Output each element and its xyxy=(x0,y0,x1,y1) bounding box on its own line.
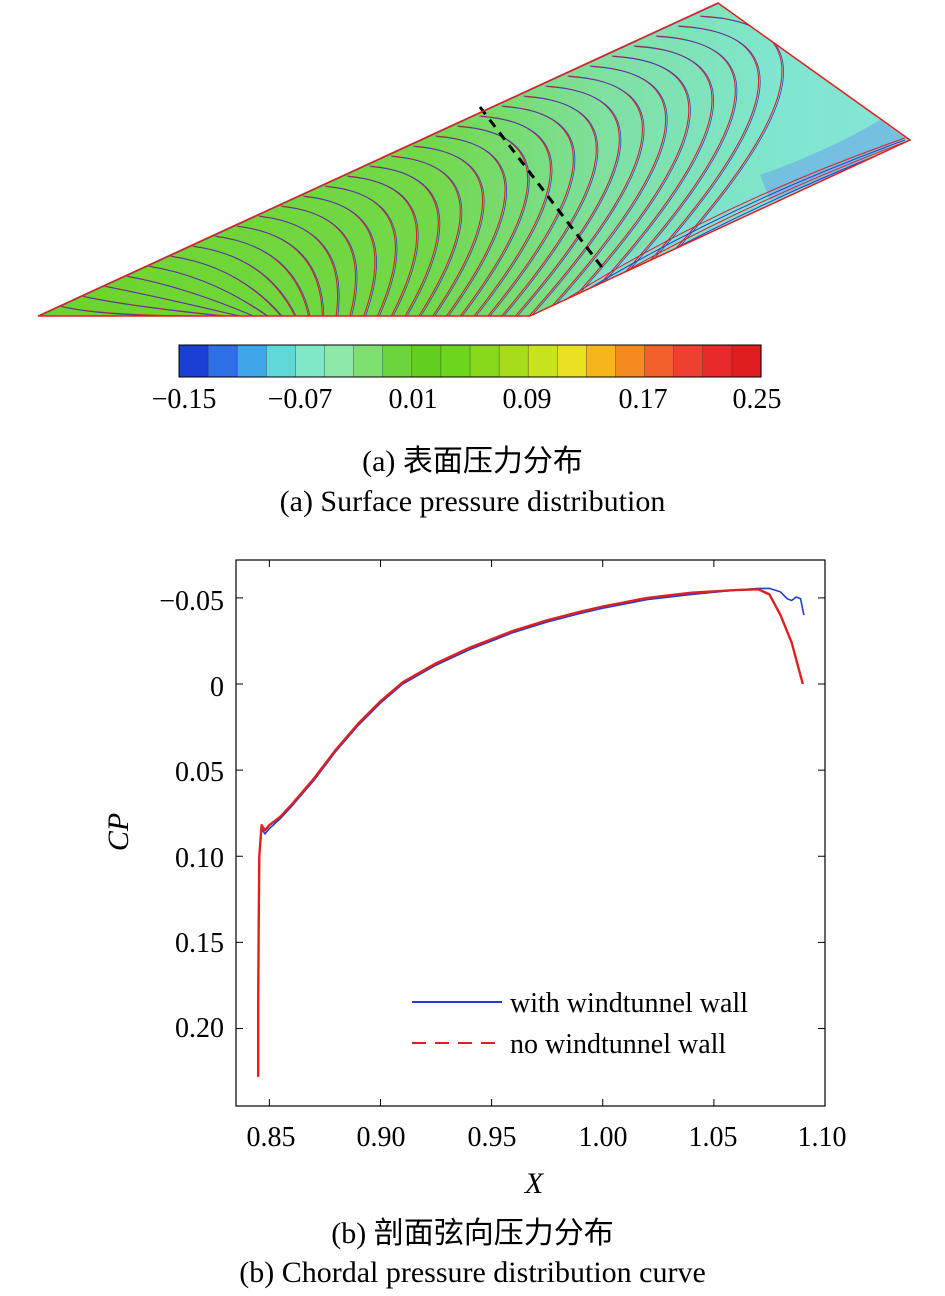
colorbar-cell xyxy=(295,345,326,377)
contour-line xyxy=(216,236,311,316)
contour-line xyxy=(370,166,441,316)
colorbar-cell xyxy=(557,345,587,377)
contour-line xyxy=(260,216,340,316)
colorbar-cell xyxy=(353,345,384,377)
legend-label-with-wall: with windtunnel wall xyxy=(510,988,748,1019)
y-tick-label: −0.05 xyxy=(159,586,224,617)
colorbar-cell xyxy=(673,345,704,377)
x-tick-labels: 0.85 0.90 0.95 1.00 1.05 1.10 xyxy=(247,1122,847,1153)
contour-line xyxy=(149,266,270,316)
colorbar-cells xyxy=(179,345,762,377)
section-cut-line xyxy=(478,106,606,271)
y-tick-label: 0 xyxy=(210,672,224,703)
colorbar-cell xyxy=(702,345,733,377)
contour-line xyxy=(193,246,297,316)
colorbar-cell xyxy=(266,345,296,377)
colorbar-tick-label: 0.17 xyxy=(619,384,668,415)
contour-line xyxy=(489,106,576,316)
colorbar-cell xyxy=(411,345,442,377)
wing-contour-plot xyxy=(37,2,912,317)
contour-line xyxy=(544,66,668,316)
caption-a-english: (a) Surface pressure distribution xyxy=(279,485,666,518)
caption-b-chinese: (b) 剖面弦向压力分布 xyxy=(331,1217,614,1250)
x-tick-label: 0.85 xyxy=(247,1122,296,1153)
colorbar-cell xyxy=(528,345,558,377)
cp-line-chart: 0.85 0.90 0.95 1.00 1.05 1.10 −0.05 0 0.… xyxy=(102,559,847,1200)
caption-a-chinese: (a) 表面压力分布 xyxy=(362,445,583,478)
axis-ticks xyxy=(236,560,826,1106)
contour-line xyxy=(171,256,283,316)
colorbar-tick-label: −0.15 xyxy=(152,384,217,415)
x-tick-label: 1.00 xyxy=(579,1122,628,1153)
contour-line xyxy=(458,126,530,316)
contour-line xyxy=(127,276,256,316)
colorbar-cell xyxy=(179,345,209,377)
contour-line xyxy=(282,206,358,316)
colorbar-cell xyxy=(382,345,413,377)
contour-line xyxy=(348,176,419,316)
x-tick-label: 1.10 xyxy=(798,1122,847,1153)
legend: with windtunnel wall no windtunnel wall xyxy=(412,988,748,1060)
legend-label-no-wall: no windtunnel wall xyxy=(510,1029,726,1060)
colorbar-cell xyxy=(440,345,471,377)
contour-line xyxy=(414,146,485,316)
contour-line xyxy=(326,186,398,316)
colorbar-cell xyxy=(499,345,529,377)
contour-line xyxy=(436,136,507,316)
plot-frame xyxy=(235,559,826,1107)
colorbar-cell xyxy=(208,345,238,377)
colorbar-cell xyxy=(731,345,762,377)
contour-line xyxy=(539,137,906,316)
y-tick-label: 0.20 xyxy=(175,1013,224,1044)
colorbar-frame xyxy=(178,344,762,378)
colorbar-cell xyxy=(470,345,500,377)
x-tick-label: 0.90 xyxy=(357,1122,406,1153)
colorbar-tick-label: −0.07 xyxy=(268,384,333,415)
colorbar-tick-label: 0.09 xyxy=(503,384,552,415)
y-tick-label: 0.15 xyxy=(175,928,224,959)
contour-line xyxy=(530,76,645,316)
colorbar-cell xyxy=(586,345,617,377)
contour-line xyxy=(83,296,228,316)
colorbar-tick-labels: −0.15 −0.07 0.01 0.09 0.17 0.25 xyxy=(152,384,782,415)
y-tick-label: 0.10 xyxy=(175,843,224,874)
colorbar-cell xyxy=(615,345,646,377)
contour-line xyxy=(392,156,463,316)
contour-line xyxy=(304,196,377,316)
colorbar-cell xyxy=(644,345,675,377)
contour-line xyxy=(502,96,599,316)
colorbar-tick-label: 0.25 xyxy=(733,384,782,415)
contour-line xyxy=(558,56,691,316)
caption-b-english: (b) Chordal pressure distribution curve xyxy=(239,1256,706,1289)
colorbar-cell xyxy=(324,345,355,377)
contour-line xyxy=(61,306,214,316)
y-tick-labels: −0.05 0 0.05 0.10 0.15 0.20 xyxy=(159,586,224,1044)
x-axis-label: X xyxy=(524,1167,545,1200)
contour-line xyxy=(105,286,242,316)
contour-line xyxy=(571,46,714,316)
colorbar: −0.15 −0.07 0.01 0.09 0.17 0.25 xyxy=(152,344,782,415)
x-tick-label: 1.05 xyxy=(689,1122,738,1153)
series-layer xyxy=(257,587,805,1077)
series-line-no-wall xyxy=(257,588,804,1077)
contour-line xyxy=(585,36,738,316)
colorbar-tick-label: 0.01 xyxy=(389,384,438,415)
wing-outline xyxy=(37,2,912,317)
y-tick-label: 0.05 xyxy=(175,757,224,788)
contour-line xyxy=(238,226,325,316)
colorbar-cell xyxy=(237,345,267,377)
contour-line xyxy=(516,86,622,316)
x-tick-label: 0.95 xyxy=(468,1122,517,1153)
contour-line xyxy=(475,116,553,316)
y-axis-label: CP xyxy=(102,813,135,851)
series-line-with-wall xyxy=(257,587,805,1077)
